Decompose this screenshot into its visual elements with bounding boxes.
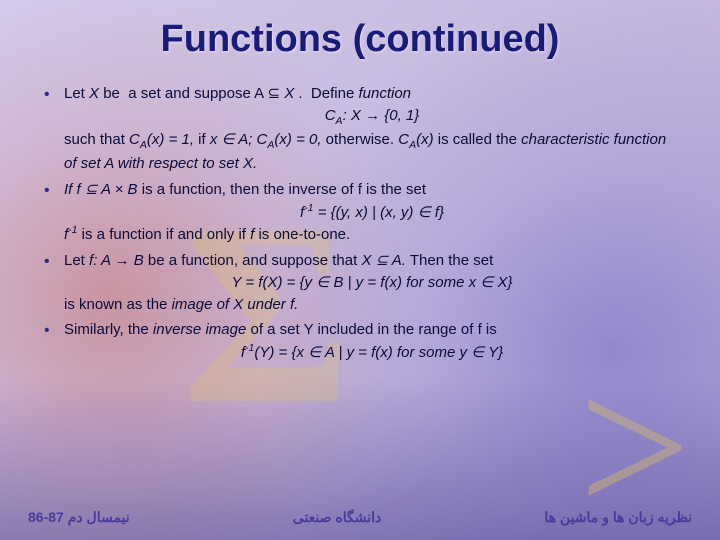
bullet-item: Let X be a set and suppose A ⊆ X . Defin… (40, 83, 680, 175)
bullet-text: is known as the image of X under f. (64, 296, 298, 313)
bullet-text: such that CA(x) = 1, if x ∈ A; CA(x) = 0… (64, 131, 666, 172)
page-title: Functions (continued) (40, 18, 680, 61)
formula: CA: X → {0, 1} (64, 105, 680, 129)
footer: نظریه زبان ها و ماشین ها دانشگاه صنعتی ن… (0, 509, 720, 526)
bullet-text: If f ⊆ A × B is a function, then the inv… (64, 181, 426, 198)
bullet-text: Let X be a set and suppose A ⊆ X . Defin… (64, 85, 411, 102)
footer-left: نیمسال دم 87-86 (28, 509, 130, 526)
footer-right: نظریه زبان ها و ماشین ها (544, 509, 692, 526)
bullet-item: Let f: A → B be a function, and suppose … (40, 250, 680, 315)
formula: Y = f(X) = {y ∈ B | y = f(x) for some x … (64, 272, 680, 294)
formula: f-1 = {(y, x) | (x, y) ∈ f} (64, 201, 680, 224)
bullet-text: Similarly, the inverse image of a set Y … (64, 321, 497, 338)
bullet-text: Let f: A → B be a function, and suppose … (64, 252, 493, 269)
bullet-list: Let X be a set and suppose A ⊆ X . Defin… (40, 83, 680, 364)
bullet-text: f-1 is a function if and only if f is on… (64, 226, 350, 243)
formula: f-1(Y) = {x ∈ A | y = f(x) for some y ∈ … (64, 341, 680, 364)
footer-center: دانشگاه صنعتی (293, 509, 382, 526)
bullet-item: Similarly, the inverse image of a set Y … (40, 319, 680, 364)
bullet-item: If f ⊆ A × B is a function, then the inv… (40, 179, 680, 246)
